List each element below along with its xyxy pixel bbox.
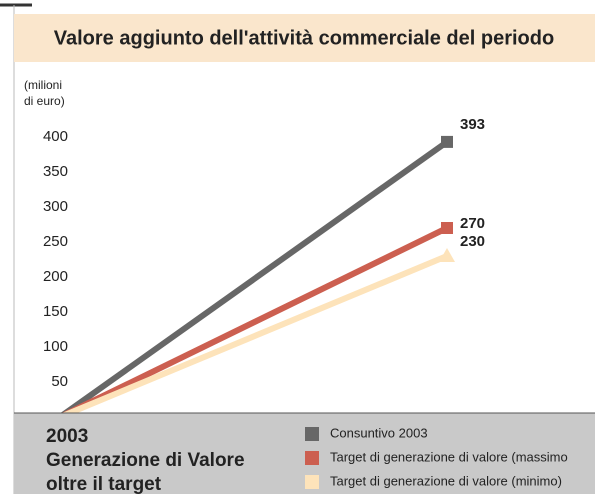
legend-label: Target di generazione di valore (massimo [330,449,568,464]
title-band [14,14,595,62]
y-tick-label: 50 [51,373,68,390]
marker [439,248,455,262]
series-line [58,139,449,420]
y-tick-label: 300 [43,198,68,215]
y-tick-label: 250 [43,233,68,250]
y-axis-label: di euro) [24,94,65,108]
legend-swatch [305,451,319,465]
legend-panel [14,413,595,494]
y-tick-label: 100 [43,338,68,355]
marker [441,222,453,234]
legend: Consuntivo 2003 Target di generazione di … [305,425,568,489]
panel-title: Generazione di Valore [46,450,245,471]
panel-title: oltre il target [46,474,162,494]
y-tick-label: 400 [43,128,68,145]
marker [441,135,453,148]
legend-swatch [305,427,319,441]
chart-title: Valore aggiunto dell'attività commercial… [54,27,554,49]
y-tick-label: 200 [43,268,68,285]
panel-title: 2003 [46,426,88,447]
y-axis-label: (milioni [24,78,62,92]
legend-label: Target di generazione di valore (minimo) [330,473,562,488]
value-label: 393 [460,116,485,133]
legend-label: Consuntivo 2003 [330,425,428,440]
legend-swatch [305,475,319,489]
series-line [58,225,449,420]
y-tick-label: 150 [43,303,68,320]
series-line [58,253,449,420]
value-label: 230 [460,233,485,250]
value-label: 270 [460,215,485,232]
y-tick-label: 350 [43,163,68,180]
